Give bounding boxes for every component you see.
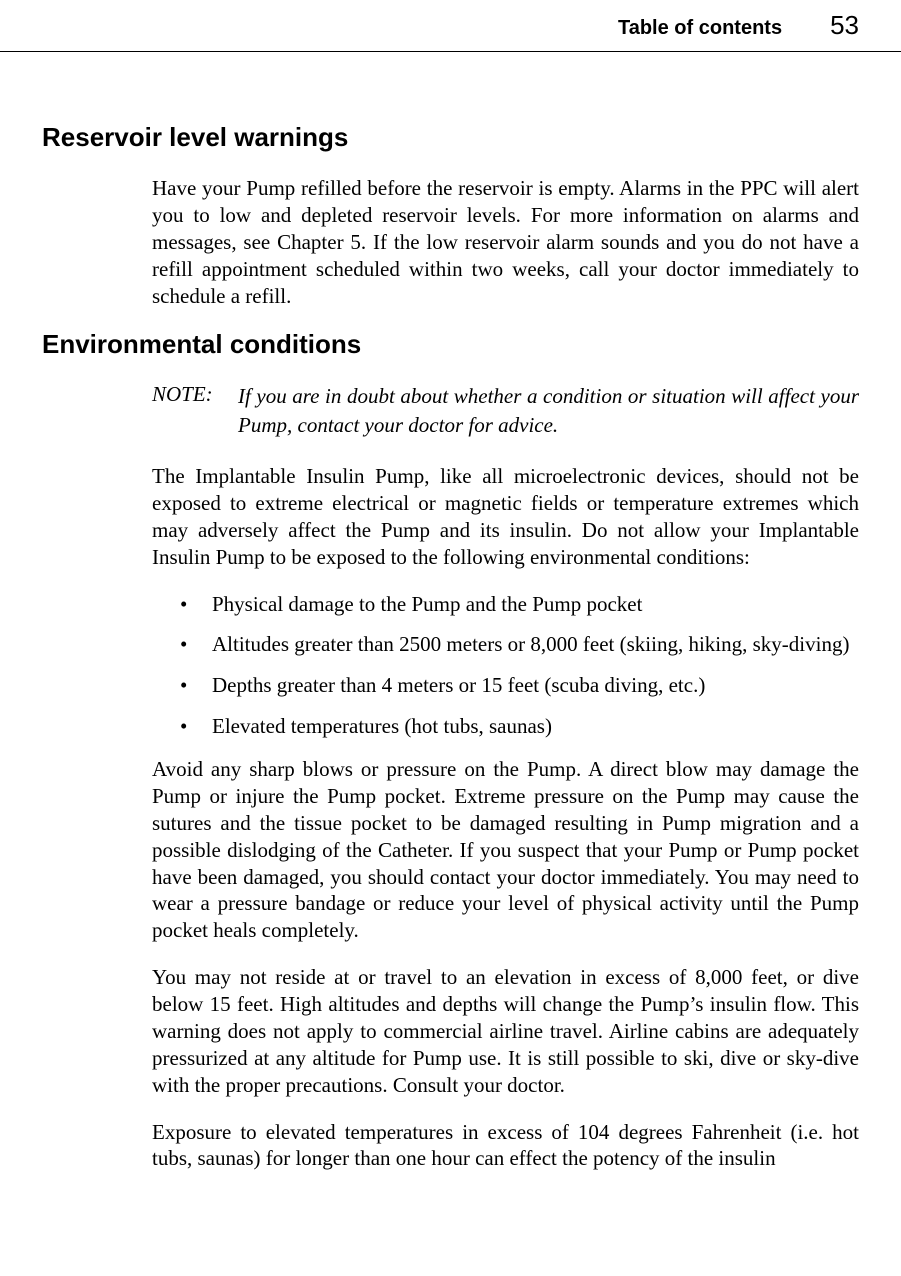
- header-toc-label: Table of contents: [618, 17, 782, 40]
- list-item: Altitudes greater than 2500 meters or 8,…: [180, 631, 859, 658]
- list-item: Elevated temperatures (hot tubs, saunas): [180, 713, 859, 740]
- heading-reservoir-level-warnings: Reservoir level warnings: [42, 122, 859, 153]
- page: Table of contents 53 Reservoir level war…: [0, 0, 901, 1276]
- note-label: NOTE:: [152, 382, 238, 439]
- heading-environmental-conditions: Environmental conditions: [42, 329, 859, 360]
- list-item: Depths greater than 4 meters or 15 feet …: [180, 672, 859, 699]
- section2-body: NOTE: If you are in doubt about whether …: [152, 382, 859, 1172]
- list-item: Physical damage to the Pump and the Pump…: [180, 591, 859, 618]
- note-block: NOTE: If you are in doubt about whether …: [152, 382, 859, 439]
- page-header: Table of contents 53: [0, 0, 901, 52]
- section2-para1: The Implantable Insulin Pump, like all m…: [152, 463, 859, 571]
- note-text: If you are in doubt about whether a cond…: [238, 382, 859, 439]
- page-content: Reservoir level warnings Have your Pump …: [0, 122, 901, 1172]
- section2-para2: Avoid any sharp blows or pressure on the…: [152, 756, 859, 944]
- section2-para3: You may not reside at or travel to an el…: [152, 964, 859, 1098]
- section1-para1: Have your Pump refilled before the reser…: [152, 175, 859, 309]
- environmental-bullet-list: Physical damage to the Pump and the Pump…: [152, 591, 859, 741]
- header-page-number: 53: [830, 10, 859, 41]
- section1-body: Have your Pump refilled before the reser…: [152, 175, 859, 309]
- section2-para4: Exposure to elevated temperatures in exc…: [152, 1119, 859, 1173]
